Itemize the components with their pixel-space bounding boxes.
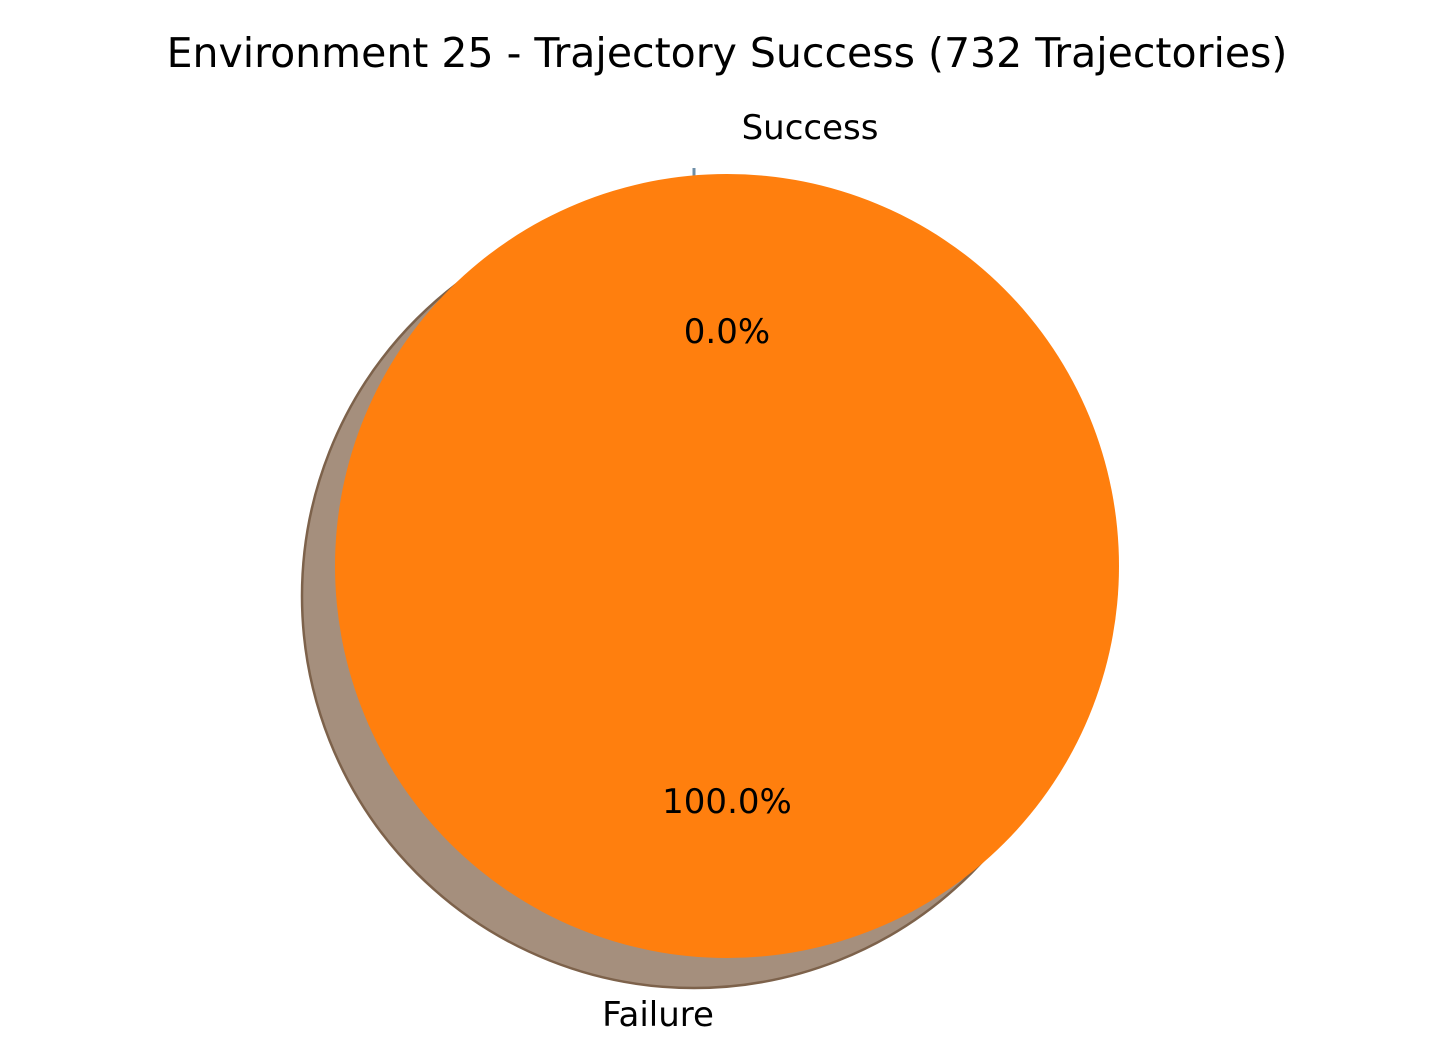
chart-title: Environment 25 - Trajectory Success (732… — [167, 29, 1288, 77]
pie-labels: Success 0.0% Failure 100.0% — [602, 108, 878, 1035]
slice-label-failure: Failure — [602, 995, 714, 1035]
pie-slice-failure — [335, 174, 1119, 958]
percent-label-success: 0.0% — [684, 312, 770, 352]
pie-slices — [335, 168, 1119, 958]
percent-label-failure: 100.0% — [662, 782, 792, 822]
slice-label-success: Success — [742, 108, 879, 148]
